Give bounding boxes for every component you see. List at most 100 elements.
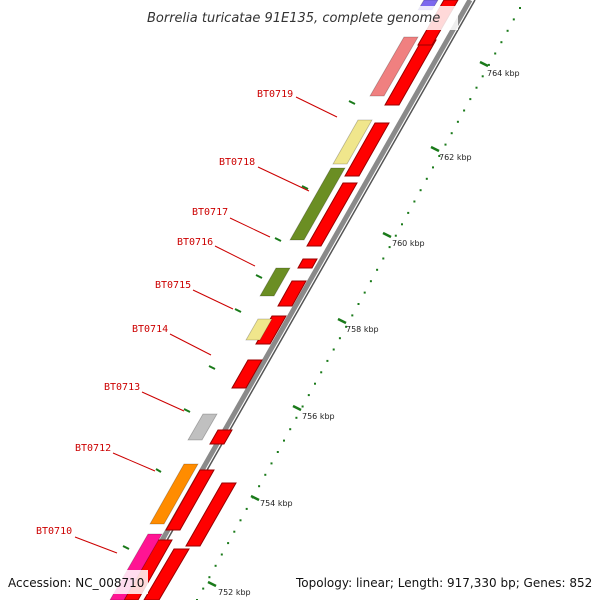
title-backing <box>140 6 458 30</box>
cog-block[interactable] <box>245 318 273 341</box>
cog-block[interactable] <box>149 463 199 525</box>
feature-tick <box>348 100 356 105</box>
leader-line <box>74 536 118 554</box>
axis-major-tick <box>479 60 489 68</box>
gene-label[interactable]: BT0710 <box>36 526 72 537</box>
cog-block[interactable] <box>369 36 419 97</box>
axis-minor-tick <box>289 428 292 431</box>
gene-arrow[interactable] <box>209 429 233 445</box>
gene-labels: BT0710 BT0712 BT0713 BT0714 BT0715 BT071… <box>36 89 293 537</box>
cog-block[interactable] <box>289 167 346 241</box>
axis-minor-tick <box>419 189 422 192</box>
axis-minor-tick <box>314 382 316 385</box>
axis-minor-tick <box>276 451 279 453</box>
gene-label[interactable]: BT0713 <box>104 382 140 393</box>
axis-minor-tick <box>506 29 509 32</box>
axis-minor-tick <box>425 177 428 180</box>
axis-minor-tick <box>307 394 310 397</box>
axis-minor-tick <box>456 120 459 123</box>
gene-label[interactable]: BT0716 <box>177 237 213 248</box>
axis-tick-label: 760 kbp <box>392 239 425 248</box>
axis-minor-tick <box>202 587 205 590</box>
gene-arrow[interactable] <box>143 548 190 600</box>
axis-minor-tick <box>345 325 348 328</box>
axis-minor-tick <box>432 166 434 169</box>
gene-label[interactable]: BT0717 <box>192 207 228 218</box>
label-leader-lines <box>74 96 338 554</box>
axis-minor-tick <box>338 337 341 340</box>
axis-minor-tick <box>512 18 515 21</box>
axis-tick-label: 754 kbp <box>260 499 293 508</box>
gene-arrow[interactable] <box>384 39 437 106</box>
gene-arrow[interactable] <box>306 182 358 247</box>
gene-arrow[interactable] <box>231 359 263 389</box>
gene-arrow[interactable] <box>344 122 390 177</box>
axis-tick-label: 764 kbp <box>487 69 520 78</box>
axis-minor-tick <box>227 542 230 545</box>
gene-arrow[interactable] <box>297 258 318 269</box>
axis-minor-tick <box>258 485 261 488</box>
cog-block[interactable] <box>332 119 373 165</box>
axis-major-ticks <box>207 60 489 588</box>
axis-minor-tick <box>283 439 285 442</box>
axis-minor-tick <box>401 223 403 226</box>
accession-text: Accession: NC_008710 <box>8 576 144 590</box>
axis-minor-tick <box>295 416 298 419</box>
axis-minor-tick <box>369 280 372 283</box>
axis-minor-tick <box>214 564 217 567</box>
topology-summary-text: Topology: linear; Length: 917,330 bp; Ge… <box>295 576 592 590</box>
axis-minor-tick <box>382 257 385 260</box>
gene-label[interactable]: BT0714 <box>132 324 168 335</box>
leader-line <box>169 333 212 356</box>
axis-minor-tick <box>444 143 447 146</box>
axis-minor-tick <box>239 519 242 522</box>
gene-label[interactable]: BT0719 <box>257 89 293 100</box>
feature-tick <box>274 237 282 242</box>
axis-minor-tick <box>500 41 503 44</box>
axis-minor-tick <box>332 348 335 351</box>
axis-minor-tick <box>251 496 254 499</box>
axis-minor-tick <box>270 462 273 465</box>
feature-tick <box>155 468 162 473</box>
axis-minor-tick <box>245 507 248 510</box>
axis-tick-label: 758 kbp <box>346 325 379 334</box>
feature-tick <box>122 545 130 550</box>
axis-minor-tick <box>326 359 329 362</box>
axis-tick-label: 762 kbp <box>439 153 472 162</box>
axis-minor-tick <box>494 52 497 55</box>
cog-block[interactable] <box>259 267 291 297</box>
footer-backing-left <box>4 570 148 594</box>
axis-minor-tick <box>413 200 416 203</box>
axis-tick-labels: 752 kbp 754 kbp 756 kbp 758 kbp 760 kbp … <box>218 69 520 597</box>
gene-arrow[interactable] <box>185 482 237 547</box>
axis-minor-tick <box>438 155 441 157</box>
leader-line <box>295 96 338 118</box>
axis-minor-tick <box>469 98 472 101</box>
feature-tick <box>183 408 191 413</box>
leader-line <box>112 452 156 472</box>
axis-minor-tick <box>264 473 267 476</box>
leader-line <box>192 289 234 310</box>
cog-block[interactable] <box>187 413 218 441</box>
leader-line <box>257 166 310 192</box>
gene-arrow[interactable] <box>277 280 307 307</box>
axis-minor-tick <box>394 234 397 237</box>
axis-minor-tick <box>475 86 478 89</box>
axis-major-tick <box>207 580 217 588</box>
map-title: Borrelia turicatae 91E135, complete geno… <box>147 11 440 26</box>
feature-tick <box>255 274 263 279</box>
leader-line <box>141 391 185 412</box>
axis-major-tick <box>292 404 302 412</box>
axis-tick-label: 752 kbp <box>218 588 251 597</box>
gene-label[interactable]: BT0712 <box>75 443 111 454</box>
feature-ticks <box>122 100 356 550</box>
axis-minor-tick <box>301 405 304 408</box>
gene-arrow[interactable] <box>165 469 215 531</box>
gene-label[interactable]: BT0715 <box>155 280 191 291</box>
feature-tick <box>208 365 216 370</box>
feature-tick <box>234 308 242 313</box>
gene-label[interactable]: BT0718 <box>219 157 255 168</box>
leader-line <box>214 245 256 267</box>
axis-major-tick <box>337 317 347 325</box>
axis-minor-ticks <box>196 7 521 600</box>
